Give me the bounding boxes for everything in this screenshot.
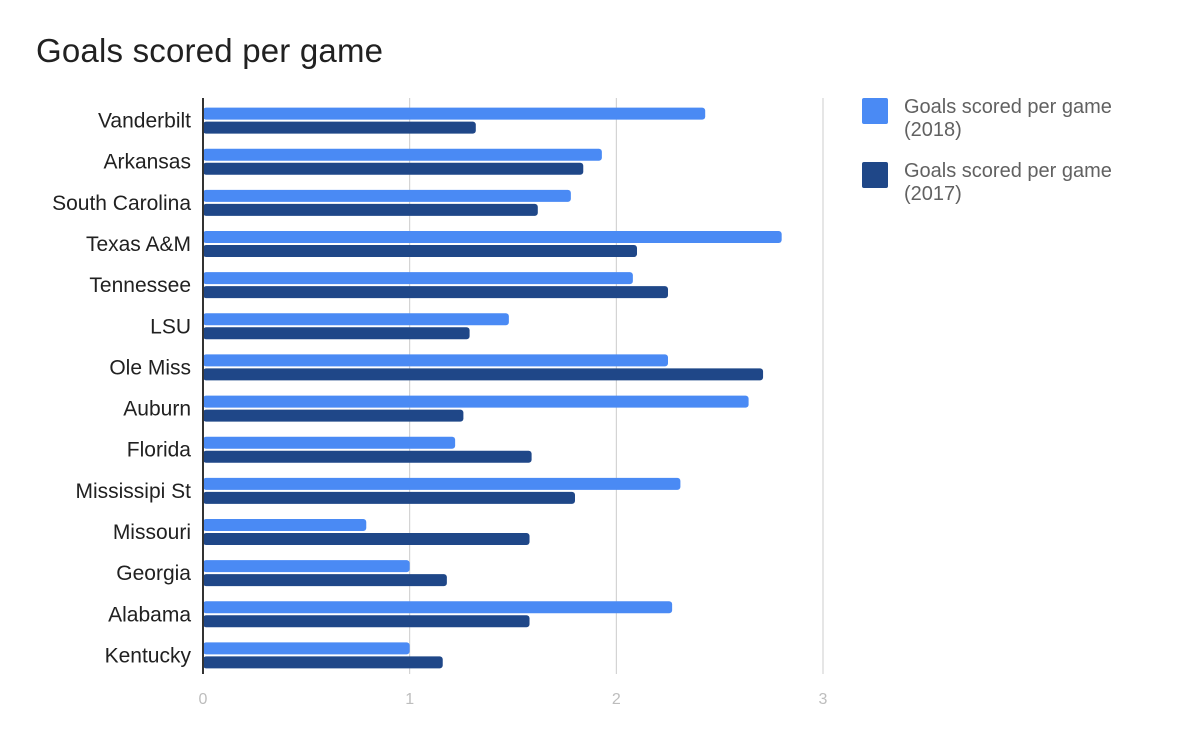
- chart-title: Goals scored per game: [36, 32, 384, 69]
- category-label: Auburn: [123, 398, 191, 421]
- category-label: Alabama: [108, 603, 191, 626]
- bar-2018[interactable]: [203, 519, 367, 531]
- bar-2018[interactable]: [203, 107, 706, 120]
- category-label: South Carolina: [52, 192, 191, 215]
- bar-2018[interactable]: [203, 189, 571, 202]
- bar-2017[interactable]: [203, 491, 575, 504]
- category-label: Missouri: [113, 521, 191, 544]
- bar-2017[interactable]: [203, 327, 470, 340]
- category-label: Kentucky: [105, 644, 192, 667]
- category-label: Ole Miss: [109, 356, 191, 379]
- bar-2018[interactable]: [203, 477, 681, 490]
- category-labels: Vanderbilt Arkansas South Carolina Texas A&…: [52, 110, 191, 668]
- category-label: Arkansas: [103, 151, 191, 174]
- bar-2017[interactable]: [203, 409, 464, 422]
- x-tick-labels: 0 1 2 3: [199, 691, 828, 708]
- bar-2017[interactable]: [203, 450, 532, 463]
- bar-2018[interactable]: [203, 272, 633, 285]
- bar-2017[interactable]: [203, 533, 530, 545]
- bar-2018[interactable]: [203, 148, 602, 161]
- bar-2017[interactable]: [203, 162, 584, 175]
- bar-2018[interactable]: [203, 231, 782, 243]
- legend-swatch-2017: [862, 162, 888, 188]
- gridlines: [409, 98, 824, 674]
- bar-2018[interactable]: [203, 354, 668, 367]
- category-label: Florida: [127, 439, 192, 462]
- category-label: Mississipi St: [75, 480, 191, 503]
- bar-2018[interactable]: [203, 436, 456, 449]
- legend-label-2018: Goals scored per game (2018): [904, 96, 1112, 141]
- legend-label-2017: Goals scored per game (2017): [904, 160, 1112, 205]
- x-tick-label: 1: [405, 691, 414, 708]
- bar-2017[interactable]: [203, 203, 538, 216]
- category-label: Texas A&M: [86, 233, 191, 256]
- bar-2017[interactable]: [203, 574, 447, 587]
- bar-2017[interactable]: [203, 615, 530, 628]
- bar-2018[interactable]: [203, 642, 410, 655]
- bar-2017[interactable]: [203, 656, 443, 669]
- bar-2017[interactable]: [203, 121, 476, 134]
- x-tick-label: 2: [612, 691, 621, 708]
- bar-2018[interactable]: [203, 601, 673, 614]
- category-label: Vanderbilt: [98, 110, 191, 133]
- category-label: Tennessee: [89, 274, 191, 297]
- category-label: Georgia: [116, 562, 191, 585]
- bar-2018[interactable]: [203, 313, 509, 326]
- bar-2017[interactable]: [203, 368, 764, 381]
- bar-2018[interactable]: [203, 395, 749, 408]
- bars: [203, 107, 782, 669]
- x-tick-label: 0: [199, 691, 208, 708]
- bar-2017[interactable]: [203, 245, 637, 257]
- x-tick-label: 3: [819, 691, 828, 708]
- bar-2017[interactable]: [203, 286, 668, 299]
- legend-swatch-2018: [862, 98, 888, 124]
- bar-2018[interactable]: [203, 560, 410, 573]
- category-label: LSU: [150, 315, 191, 338]
